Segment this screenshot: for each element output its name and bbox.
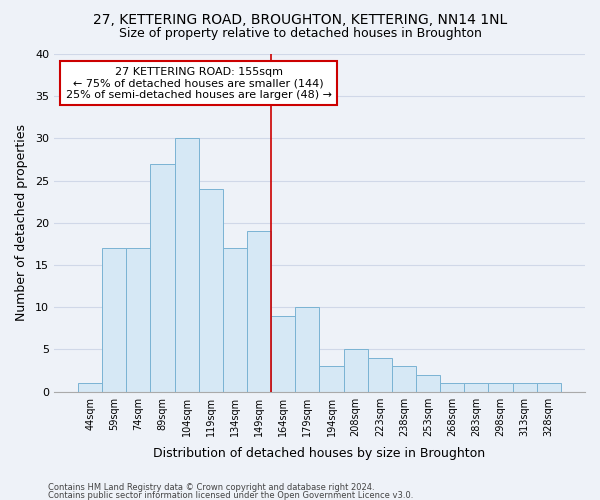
Bar <box>175 138 199 392</box>
Bar <box>127 248 151 392</box>
Bar <box>392 366 416 392</box>
Text: Size of property relative to detached houses in Broughton: Size of property relative to detached ho… <box>119 28 481 40</box>
Bar <box>319 366 344 392</box>
Bar <box>368 358 392 392</box>
Bar <box>416 375 440 392</box>
Bar <box>271 316 295 392</box>
Y-axis label: Number of detached properties: Number of detached properties <box>15 124 28 322</box>
Bar <box>464 383 488 392</box>
X-axis label: Distribution of detached houses by size in Broughton: Distribution of detached houses by size … <box>154 447 485 460</box>
Bar <box>199 189 223 392</box>
Bar <box>537 383 561 392</box>
Bar <box>344 350 368 392</box>
Text: 27 KETTERING ROAD: 155sqm
← 75% of detached houses are smaller (144)
25% of semi: 27 KETTERING ROAD: 155sqm ← 75% of detac… <box>66 66 332 100</box>
Bar <box>440 383 464 392</box>
Bar <box>151 164 175 392</box>
Bar <box>295 307 319 392</box>
Text: Contains HM Land Registry data © Crown copyright and database right 2024.: Contains HM Land Registry data © Crown c… <box>48 484 374 492</box>
Bar <box>78 383 102 392</box>
Bar <box>512 383 537 392</box>
Bar <box>223 248 247 392</box>
Bar <box>488 383 512 392</box>
Bar <box>247 232 271 392</box>
Bar <box>102 248 127 392</box>
Text: 27, KETTERING ROAD, BROUGHTON, KETTERING, NN14 1NL: 27, KETTERING ROAD, BROUGHTON, KETTERING… <box>93 12 507 26</box>
Text: Contains public sector information licensed under the Open Government Licence v3: Contains public sector information licen… <box>48 490 413 500</box>
